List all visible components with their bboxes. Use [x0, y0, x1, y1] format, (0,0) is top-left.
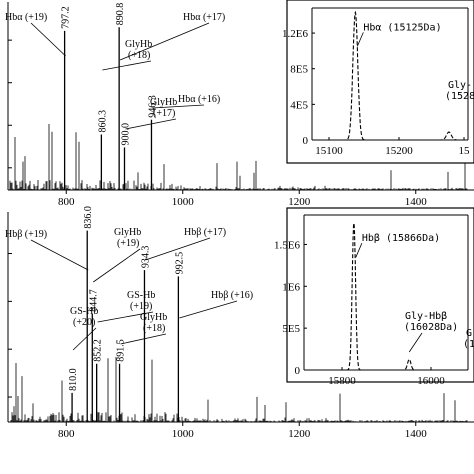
annotation-leader-line — [72, 327, 97, 351]
peak-annotation: GlyHb — [114, 227, 141, 238]
top-spectrum-panel: 800 1000 1200 1400 797.2 890.8 860.3 900.0 946.3… — [5, 0, 474, 208]
peak-annotation: GlyHb — [140, 312, 167, 323]
peak-annotation-charge: (+18) — [143, 323, 165, 334]
inset-x-tick-label: 16000 — [417, 375, 445, 387]
annotation-leader-line — [30, 22, 66, 57]
peak-mz-label: 946.3 — [147, 95, 158, 118]
annotation-leader-line — [93, 248, 141, 283]
inset-x-tick-label: 15200 — [385, 145, 413, 157]
peak-mz-label: 810.0 — [68, 368, 79, 391]
annotation-leader-line — [97, 311, 154, 323]
peak-annotation-charge: (+19) — [130, 301, 152, 312]
x-tick-label: 1400 — [405, 428, 428, 440]
inset-y-tick-label: 1.5E6 — [274, 239, 300, 251]
peak-mz-label: 860.3 — [97, 110, 108, 133]
inset-main-peak-label: Hbβ (15866Da) — [362, 233, 440, 244]
annotation-leader-line — [125, 118, 177, 130]
peak-annotation: Hbβ (+19) — [5, 229, 47, 240]
annotation-leader-line — [119, 22, 210, 61]
x-tick-label: 1400 — [405, 196, 428, 208]
inset-minor-peak-mass: (1528 — [445, 91, 474, 102]
peak-annotation-charge: (+18) — [128, 50, 150, 61]
inset-minor-peak-mass: (16028Da) — [404, 322, 458, 333]
peak-annotation: GlyHb — [150, 97, 177, 108]
peak-annotation-charge: (+20) — [73, 317, 95, 328]
inset-y-tick-label: 8E5 — [290, 64, 308, 76]
inset-x-tick-label: 15 — [459, 145, 471, 157]
inset-main-peak-label: Hbα (15125Da) — [363, 22, 441, 33]
inset-frame — [286, 207, 474, 383]
peak-annotation: Hbβ (+17) — [184, 227, 226, 238]
annotation-leader-line — [179, 300, 238, 319]
x-tick-label: 1200 — [288, 196, 311, 208]
inset-y-tick-label: 0 — [303, 135, 309, 147]
x-tick-label: 1200 — [288, 428, 311, 440]
peak-annotation: Hbα (+19) — [5, 12, 47, 23]
inset-label-leader — [356, 32, 364, 47]
peak-mz-label: 900.0 — [121, 123, 132, 146]
peak-annotation: GlyHb — [125, 39, 152, 50]
peak-mz-label: 890.8 — [115, 3, 126, 25]
peak-annotation: Hbα (+16) — [178, 94, 220, 105]
spectrum-trace — [9, 124, 468, 190]
peak-annotation: GS-Hb — [70, 306, 98, 317]
annotation-leader-line — [102, 60, 152, 71]
annotation-leader-line — [30, 239, 89, 271]
inset-y-tick-label: 5E5 — [282, 323, 300, 335]
peak-mz-label: 934.3 — [140, 246, 151, 269]
inset-minor-peak-label: Gly- — [448, 80, 472, 91]
inset-deconvoluted-trace — [304, 221, 468, 371]
peak-mz-label: 992.5 — [174, 252, 185, 275]
inset-y-tick-label: 0 — [295, 365, 301, 377]
peak-mz-label: 852.2 — [93, 339, 104, 362]
peak-annotation-charge: (+17) — [153, 108, 175, 119]
inset-deconvoluted-trace — [312, 10, 468, 141]
inset-x-tick-label: 15800 — [328, 375, 356, 387]
inset-y-tick-label: 1E6 — [282, 281, 300, 293]
peak-annotation: Hbα (+17) — [183, 12, 225, 23]
inset-x-tick-label: 15100 — [315, 145, 343, 157]
x-tick-label: 800 — [58, 196, 75, 208]
peak-annotation: Hbβ (+16) — [211, 290, 253, 301]
peak-annotation-charge: (+19) — [117, 238, 139, 249]
bottom-spectrum-panel: 800 1000 1200 1400 836.0 934.3 992.5 844.7 852.2… — [5, 206, 474, 440]
spectrum-trace — [9, 356, 468, 422]
inset-label-leader — [355, 243, 363, 258]
inset-minor-peak-label: Gly-Hbβ — [405, 311, 447, 322]
inset-y-tick-label: 1.2E6 — [282, 28, 308, 40]
peak-mz-label: 836.0 — [83, 206, 94, 229]
inset-frame — [286, 0, 474, 164]
peak-mz-label: 891.5 — [116, 339, 127, 362]
x-tick-label: 1000 — [172, 196, 195, 208]
peak-mz-label: 844.7 — [88, 289, 99, 312]
inset-y-tick-label: 4E5 — [290, 99, 308, 111]
x-tick-label: 1000 — [172, 428, 195, 440]
inset-cut-label: G — [466, 328, 472, 339]
inset-cut-mass: (1 — [463, 339, 474, 350]
inset-label-leader — [408, 332, 423, 353]
annotation-leader-line — [152, 104, 205, 109]
peak-mz-label: 797.2 — [61, 6, 72, 29]
x-tick-label: 800 — [58, 428, 75, 440]
annotation-leader-line — [120, 333, 167, 345]
peak-annotation: GS-Hb — [127, 290, 155, 301]
annotation-leader-line — [145, 237, 211, 261]
